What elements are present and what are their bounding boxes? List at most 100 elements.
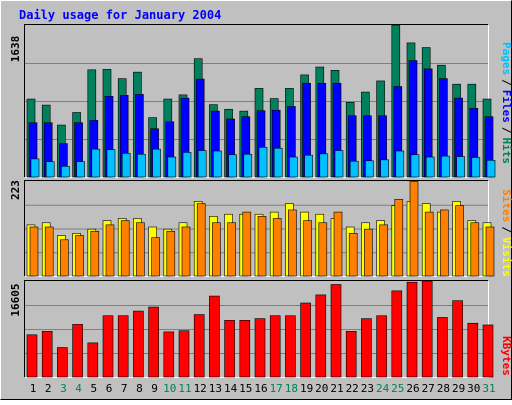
day-label: 19: [300, 382, 313, 395]
day-label: 7: [121, 382, 128, 395]
bar-kbytes: [345, 331, 357, 378]
legend-files: Files: [500, 90, 512, 123]
bar-kbytes: [452, 300, 463, 378]
bar-kbytes: [178, 330, 190, 378]
bar-kbytes: [285, 315, 296, 378]
bar-kbytes: [102, 315, 114, 378]
bar-pages: [106, 149, 116, 178]
bar-pages: [410, 154, 420, 178]
bar-pages: [456, 156, 465, 178]
bar-kbytes: [269, 315, 281, 378]
legend-visits: Visits: [500, 237, 512, 277]
bar-pages: [425, 156, 435, 178]
bar-pages: [76, 161, 85, 178]
day-label: 23: [361, 382, 374, 395]
bar-kbytes: [421, 280, 433, 378]
day-label: 25: [391, 382, 404, 395]
day-label: 30: [467, 382, 480, 395]
bar-pages: [167, 156, 177, 178]
panel-border-shadow: [24, 280, 489, 378]
bar-sites: [151, 237, 160, 277]
bar-sites: [257, 216, 267, 277]
bar-sites: [120, 220, 130, 277]
bar-pages: [471, 157, 481, 178]
bar-kbytes: [72, 324, 83, 378]
bar-sites: [90, 230, 100, 277]
bar-kbytes: [467, 322, 479, 378]
legend-separator: /: [500, 79, 512, 86]
bar-sites: [212, 222, 221, 277]
panel-border-highlight: [24, 280, 489, 378]
bar-pages: [486, 159, 496, 178]
bar-kbytes: [57, 347, 68, 378]
bar-kbytes: [361, 318, 372, 378]
bar-kbytes: [148, 306, 159, 378]
bar-kbytes: [391, 290, 403, 378]
middle-panel-max-label: 223: [9, 180, 22, 200]
legend-pages: Pages: [500, 42, 512, 75]
hits-files-pages-panel: [24, 24, 496, 178]
bar-kbytes: [315, 294, 327, 378]
bar-pages: [213, 150, 222, 178]
bar-sites: [455, 205, 464, 277]
day-label: 4: [75, 382, 82, 395]
day-label: 17: [270, 382, 283, 395]
bar-pages: [152, 148, 161, 178]
day-label: 24: [376, 382, 390, 395]
middle-legend: Sites / Visits: [500, 189, 512, 277]
bar-sites: [75, 235, 84, 277]
bar-sites: [227, 222, 236, 277]
bar-kbytes: [330, 284, 342, 378]
day-labels: 1 2 3 4 5 6 7 8 9 10 11 12 13 14 15 16 17 18 19 20 21 22 23 24 2…: [30, 382, 496, 395]
legend-separator: /: [500, 226, 512, 233]
chart-title: Daily usage for January 2004: [19, 8, 221, 22]
day-label: 3: [60, 382, 67, 395]
day-label: 29: [452, 382, 465, 395]
bar-pages: [30, 158, 40, 178]
bar-sites: [409, 181, 419, 277]
day-label: 27: [422, 382, 435, 395]
legend-sites: Sites: [500, 189, 512, 222]
bar-pages: [304, 154, 313, 178]
bar-sites: [303, 220, 312, 277]
bar-sites: [196, 203, 206, 277]
bar-kbytes: [41, 331, 53, 378]
bar-sites: [166, 230, 176, 277]
day-label: 9: [151, 382, 158, 395]
bar-pages: [45, 161, 55, 178]
legend-separator: /: [500, 127, 512, 134]
day-label: 21: [330, 382, 343, 395]
top-legend: Pages / Files / Hits: [500, 42, 512, 164]
day-label: 15: [239, 382, 252, 395]
bar-sites: [348, 233, 358, 277]
bar-kbytes: [254, 318, 266, 378]
bar-sites: [242, 211, 252, 277]
day-label: 18: [285, 382, 298, 395]
bar-sites: [105, 224, 115, 277]
bar-pages: [289, 156, 298, 178]
bar-kbytes: [224, 320, 235, 378]
bar-sites: [288, 209, 297, 277]
day-label: 28: [437, 382, 450, 395]
bar-sites: [470, 222, 480, 277]
panel-border-shadow: [24, 180, 489, 277]
bar-pages: [228, 154, 237, 178]
panel-border-shadow: [24, 24, 489, 178]
legend-kbytes: KBytes: [500, 336, 512, 376]
bar-kbytes: [87, 342, 99, 378]
bar-pages: [91, 148, 101, 178]
day-label: 16: [254, 382, 267, 395]
bar-pages: [365, 160, 374, 178]
bar-kbytes: [209, 295, 220, 378]
bar-sites: [424, 211, 434, 277]
day-label: 12: [194, 382, 207, 395]
day-label: 11: [178, 382, 191, 395]
bar-pages: [319, 153, 329, 178]
bottom-panel-max-label: 16605: [9, 283, 22, 316]
bar-pages: [349, 160, 359, 178]
panel-border-highlight: [24, 24, 489, 178]
top-panel-max-label: 1638: [9, 36, 22, 63]
day-label: 6: [106, 382, 113, 395]
bar-pages: [182, 152, 192, 178]
